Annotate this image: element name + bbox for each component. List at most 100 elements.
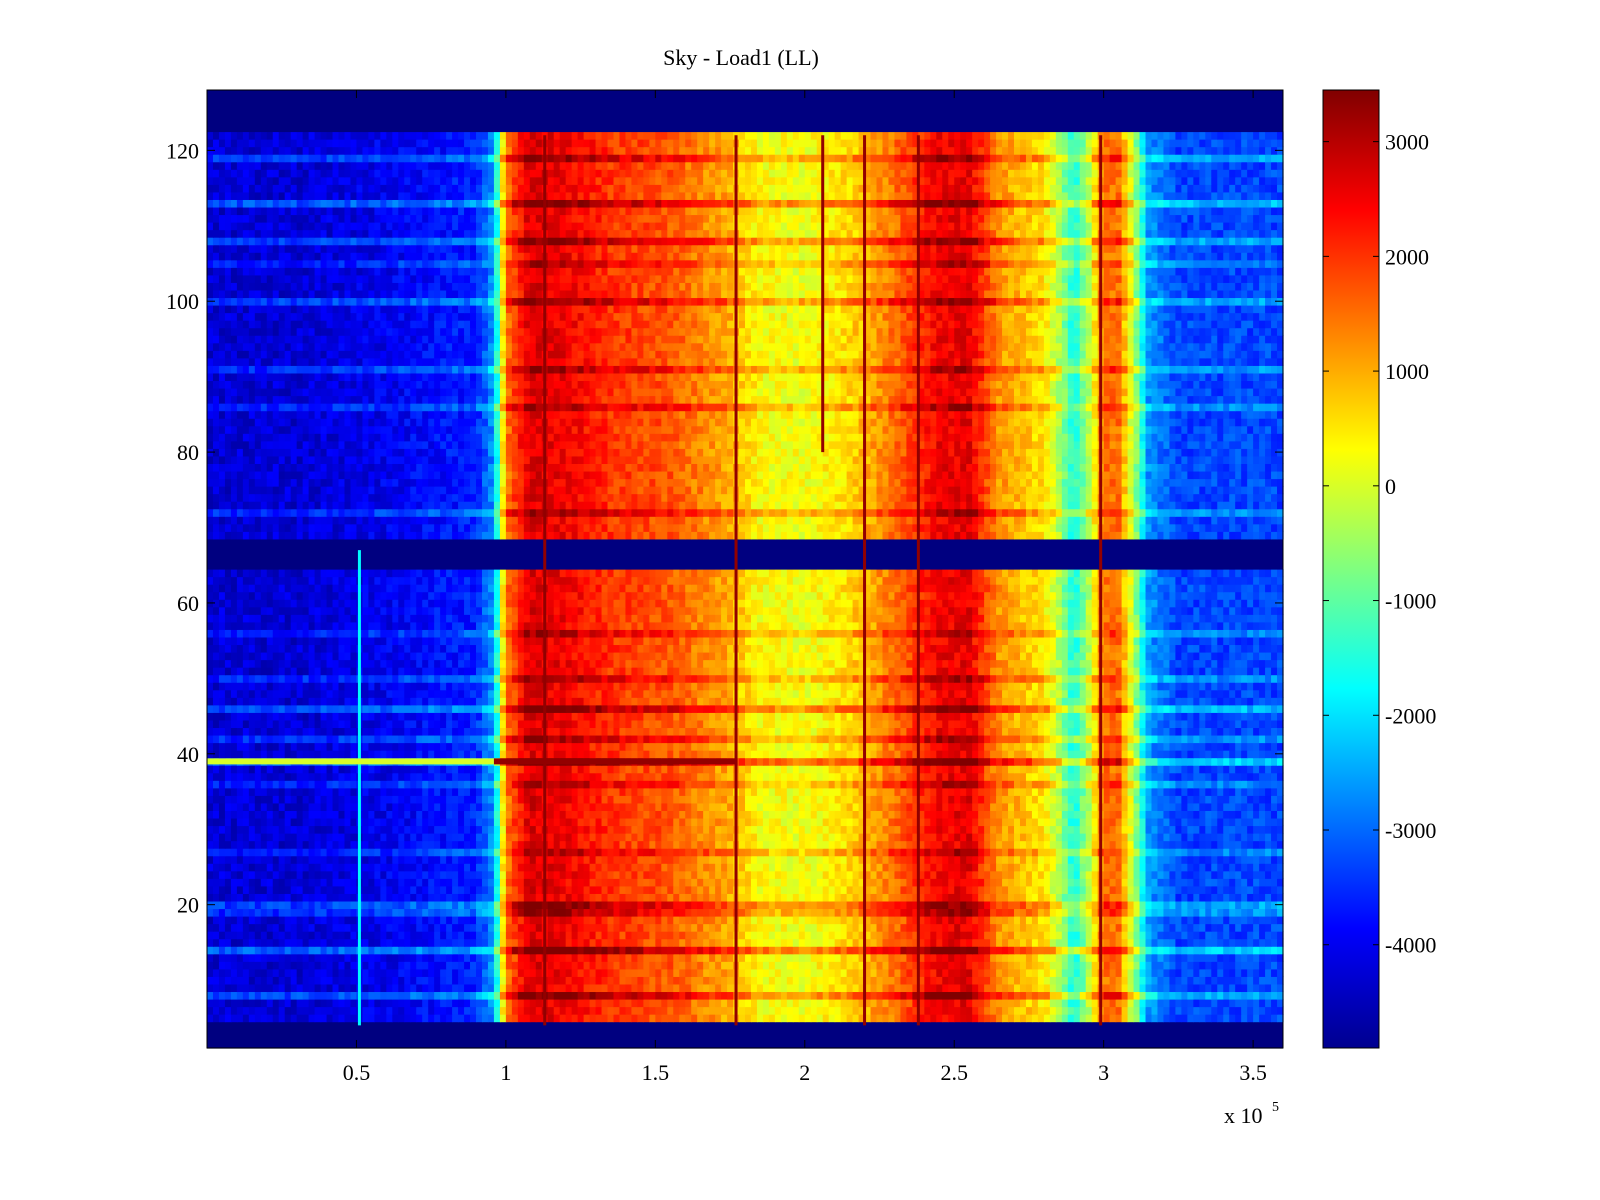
heatmap-cell (751, 901, 758, 909)
heatmap-cell (888, 984, 895, 992)
heatmap-cell (362, 886, 369, 894)
heatmap-cell (877, 939, 884, 947)
heatmap-cell (446, 931, 453, 939)
heatmap-cell (464, 1007, 471, 1015)
heatmap-cell (1146, 954, 1153, 962)
heatmap-cell (339, 863, 346, 871)
heatmap-cell (871, 871, 878, 879)
heatmap-cell (536, 878, 543, 886)
heatmap-cell (853, 924, 860, 932)
heatmap-cell (440, 961, 447, 969)
heatmap-cell (763, 991, 770, 999)
heatmap-cell (1008, 908, 1015, 916)
heatmap-cell (1026, 969, 1033, 977)
heatmap-cell (494, 871, 501, 879)
heatmap-cell (548, 893, 555, 901)
heatmap-cell (721, 946, 728, 954)
heatmap-cell (924, 871, 931, 879)
heatmap-cell (560, 886, 567, 894)
heatmap-cell (1056, 939, 1063, 947)
heatmap-cell (811, 939, 818, 947)
heatmap-cell (900, 841, 907, 849)
heatmap-cell (350, 833, 357, 841)
heatmap-cell (398, 991, 405, 999)
heatmap-cell (1235, 863, 1242, 871)
heatmap-cell (339, 810, 346, 818)
heatmap-cell (721, 984, 728, 992)
heatmap-cell (590, 810, 597, 818)
heatmap-cell (1253, 856, 1260, 864)
heatmap-cell (655, 961, 662, 969)
heatmap-cell (219, 841, 226, 849)
heatmap-cell (1014, 1007, 1021, 1015)
heatmap-cell (560, 931, 567, 939)
heatmap-cell (243, 893, 250, 901)
heatmap-cell (1122, 976, 1129, 984)
heatmap-cell (584, 841, 591, 849)
heatmap-cell (572, 871, 579, 879)
heatmap-cell (1068, 991, 1075, 999)
heatmap-cell (261, 1014, 268, 1022)
heatmap-cell (655, 863, 662, 871)
heatmap-cell (578, 976, 585, 984)
heatmap-cell (847, 825, 854, 833)
heatmap-cell (1169, 999, 1176, 1007)
heatmap-cell (482, 871, 489, 879)
heatmap-cell (793, 1007, 800, 1015)
heatmap-cell (769, 825, 776, 833)
heatmap-cell (1223, 893, 1230, 901)
heatmap-cell (811, 1014, 818, 1022)
heatmap-cell (1223, 931, 1230, 939)
heatmap-cell (1110, 1014, 1117, 1022)
heatmap-cell (930, 901, 937, 909)
heatmap-cell (434, 916, 441, 924)
heatmap-cell (673, 954, 680, 962)
heatmap-cell (572, 825, 579, 833)
heatmap-cell (500, 946, 507, 954)
heatmap-cell (1014, 833, 1021, 841)
heatmap-cell (1157, 833, 1164, 841)
heatmap-cell (847, 946, 854, 954)
heatmap-cell (512, 863, 519, 871)
heatmap-cell (512, 984, 519, 992)
heatmap-cell (291, 946, 298, 954)
heatmap-cell (757, 1014, 764, 1022)
heatmap-cell (1032, 931, 1039, 939)
heatmap-cell (619, 939, 626, 947)
heatmap-cell (823, 1007, 830, 1015)
heatmap-cell (763, 1007, 770, 1015)
heatmap-cell (315, 1014, 322, 1022)
heatmap-cell (799, 931, 806, 939)
heatmap-cell (1241, 924, 1248, 932)
heatmap-cell (691, 931, 698, 939)
heatmap-cell (966, 976, 973, 984)
heatmap-cell (667, 810, 674, 818)
heatmap-cell (727, 901, 734, 909)
heatmap-cell (619, 818, 626, 826)
heatmap-cell (900, 999, 907, 1007)
heatmap-cell (584, 810, 591, 818)
heatmap-cell (847, 871, 854, 879)
heatmap-cell (1020, 833, 1027, 841)
heatmap-cell (1080, 841, 1087, 849)
heatmap-cell (285, 954, 292, 962)
heatmap-cell (219, 969, 226, 977)
heatmap-cell (906, 818, 913, 826)
heatmap-cell (697, 810, 704, 818)
heatmap-cell (362, 1007, 369, 1015)
heatmap-cell (877, 833, 884, 841)
heatmap-cell (1014, 961, 1021, 969)
heatmap-cell (829, 969, 836, 977)
heatmap-cell (1038, 871, 1045, 879)
heatmap-cell (1175, 856, 1182, 864)
heatmap-cell (1199, 961, 1206, 969)
heatmap-cell (237, 901, 244, 909)
heatmap-cell (374, 1014, 381, 1022)
heatmap-cell (751, 969, 758, 977)
heatmap-cell (255, 984, 262, 992)
heatmap-cell (518, 946, 525, 954)
heatmap-cell (392, 1014, 399, 1022)
heatmap-cell (321, 999, 328, 1007)
heatmap-cell (685, 810, 692, 818)
heatmap-cell (924, 848, 931, 856)
